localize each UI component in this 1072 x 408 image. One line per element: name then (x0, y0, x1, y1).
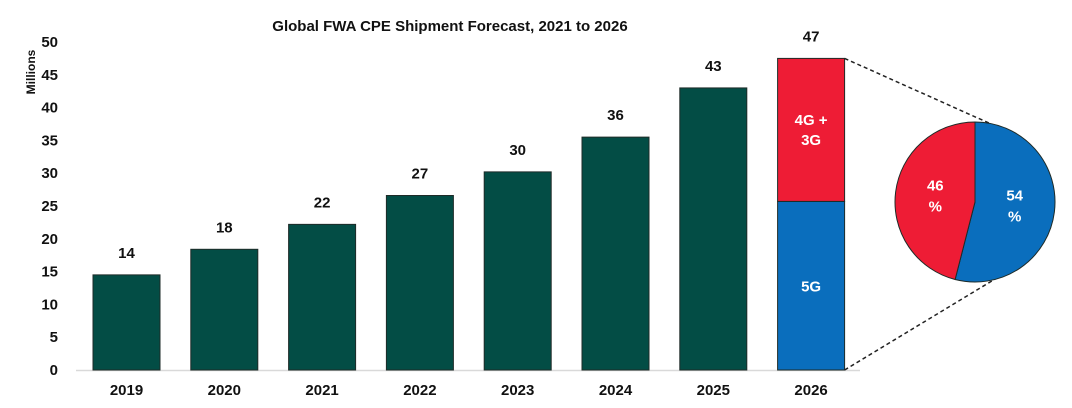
x-tick-label: 2023 (501, 382, 534, 399)
zoom-connector-lines (844, 57, 1001, 371)
y-tick-label: 50 (41, 34, 58, 51)
y-tick-label: 10 (41, 296, 58, 313)
pie-slice-4g-3g (894, 121, 976, 281)
bar-2024 (581, 136, 650, 371)
pie-label: 54 (1006, 188, 1023, 205)
bar-segment-5g (777, 200, 846, 371)
x-tick-label: 2026 (794, 382, 827, 399)
data-label: 43 (705, 58, 722, 75)
data-label: 47 (803, 28, 820, 45)
pie-label: % (1008, 209, 1021, 226)
pie-label: % (929, 198, 942, 215)
x-tick-label: 2021 (305, 382, 338, 399)
segment-label: 5G (801, 279, 821, 296)
y-axis-ticks: 0 5 10 15 20 25 30 35 40 45 50 (41, 34, 58, 379)
chart-title: Global FWA CPE Shipment Forecast, 2021 t… (272, 18, 627, 35)
y-axis-label: Millions (24, 49, 38, 94)
data-label: 22 (314, 194, 331, 211)
data-label: 18 (216, 219, 233, 236)
y-tick-label: 40 (41, 100, 58, 117)
bar-2020 (190, 248, 259, 371)
y-tick-label: 0 (50, 362, 58, 379)
stacked-bar-2026: 5G 4G + 3G (777, 57, 846, 371)
y-tick-label: 15 (41, 264, 58, 281)
y-tick-label: 30 (41, 165, 58, 182)
pie-chart: 54% 46% (894, 121, 1056, 283)
bar-2021 (288, 223, 357, 371)
y-tick-label: 25 (41, 198, 58, 215)
segment-label: 4G + (795, 112, 828, 129)
x-tick-label: 2025 (697, 382, 730, 399)
y-tick-label: 45 (41, 67, 58, 84)
data-labels: 14 18 22 27 30 36 43 47 (118, 28, 819, 261)
data-label: 27 (412, 166, 429, 183)
bars (92, 87, 748, 371)
y-tick-label: 20 (41, 231, 58, 248)
bar-2023 (483, 171, 552, 371)
y-tick-label: 35 (41, 132, 58, 149)
data-label: 36 (607, 107, 624, 124)
x-tick-label: 2020 (208, 382, 241, 399)
bar-2025 (679, 87, 748, 371)
bar-2019 (92, 274, 161, 371)
x-tick-label: 2024 (599, 382, 633, 399)
segment-label: 3G (801, 132, 821, 149)
x-tick-label: 2022 (403, 382, 436, 399)
data-label: 30 (509, 142, 526, 159)
x-axis-ticks: 2019 2020 2021 2022 2023 2024 2025 2026 (110, 382, 828, 399)
bar-2022 (385, 195, 454, 371)
pie-label: 46 (927, 177, 944, 194)
y-tick-label: 5 (50, 329, 58, 346)
pie-slice-5g (954, 121, 1056, 283)
data-label: 14 (118, 245, 135, 262)
x-tick-label: 2019 (110, 382, 143, 399)
connector-line-bottom (844, 275, 1001, 371)
bar-segment-4g-3g (777, 57, 846, 202)
connector-line-top (844, 57, 1001, 129)
